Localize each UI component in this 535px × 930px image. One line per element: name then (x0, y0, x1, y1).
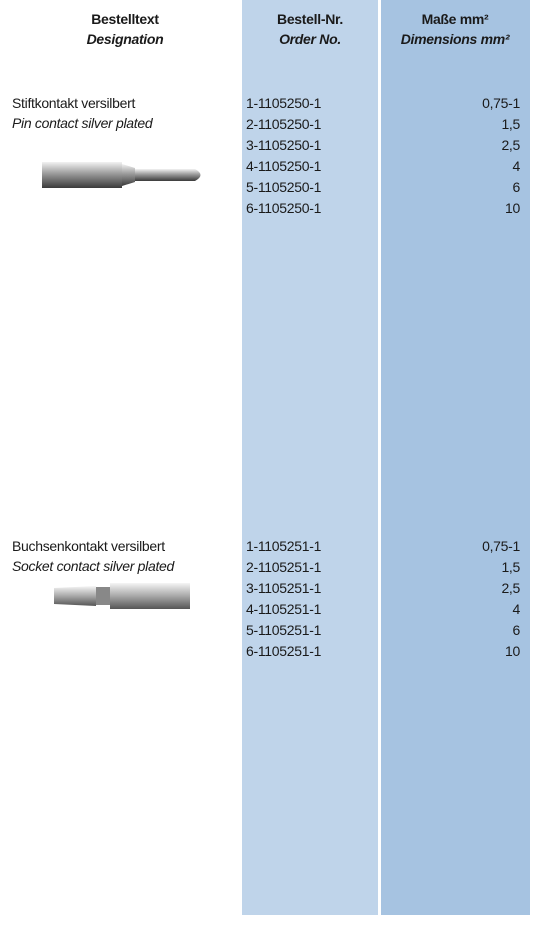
order-number: 4-1105251-1 (246, 601, 322, 617)
pin-contact-image (42, 162, 201, 188)
column-subtitle: Dimensions mm² (400, 31, 510, 47)
dimension: 2,5 (501, 137, 520, 153)
column-title: Bestelltext (91, 11, 159, 27)
order-number: 6-1105250-1 (246, 200, 322, 216)
socket-contact-image (54, 583, 190, 609)
dimension: 6 (512, 622, 521, 638)
order-column (242, 0, 378, 915)
order-number: 2-1105250-1 (246, 116, 322, 132)
column-title: Maße mm² (421, 11, 489, 27)
section-subtitle: Pin contact silver plated (12, 115, 153, 131)
order-number: 6-1105251-1 (246, 643, 322, 659)
order-number: 5-1105251-1 (246, 622, 322, 638)
column-subtitle: Order No. (279, 31, 341, 47)
dimension: 10 (505, 200, 520, 216)
column-title: Bestell-Nr. (277, 11, 343, 27)
dimension: 1,5 (501, 559, 520, 575)
dimension: 0,75-1 (482, 95, 520, 111)
dimension-column (381, 0, 530, 915)
order-number: 1-1105250-1 (246, 95, 322, 111)
order-number: 4-1105250-1 (246, 158, 322, 174)
dimension: 4 (512, 601, 521, 617)
order-number: 1-1105251-1 (246, 538, 322, 554)
section-subtitle: Socket contact silver plated (12, 558, 175, 574)
dimension: 10 (505, 643, 520, 659)
section-title: Stiftkontakt versilbert (12, 95, 136, 111)
dimension: 1,5 (501, 116, 520, 132)
dimension: 2,5 (501, 580, 520, 596)
dimension: 6 (512, 179, 521, 195)
dimension: 4 (512, 158, 521, 174)
order-number: 2-1105251-1 (246, 559, 322, 575)
dimension: 0,75-1 (482, 538, 520, 554)
order-number: 5-1105250-1 (246, 179, 322, 195)
order-number: 3-1105250-1 (246, 137, 322, 153)
column-subtitle: Designation (86, 31, 164, 47)
section-title: Buchsenkontakt versilbert (12, 538, 165, 554)
order-number: 3-1105251-1 (246, 580, 322, 596)
